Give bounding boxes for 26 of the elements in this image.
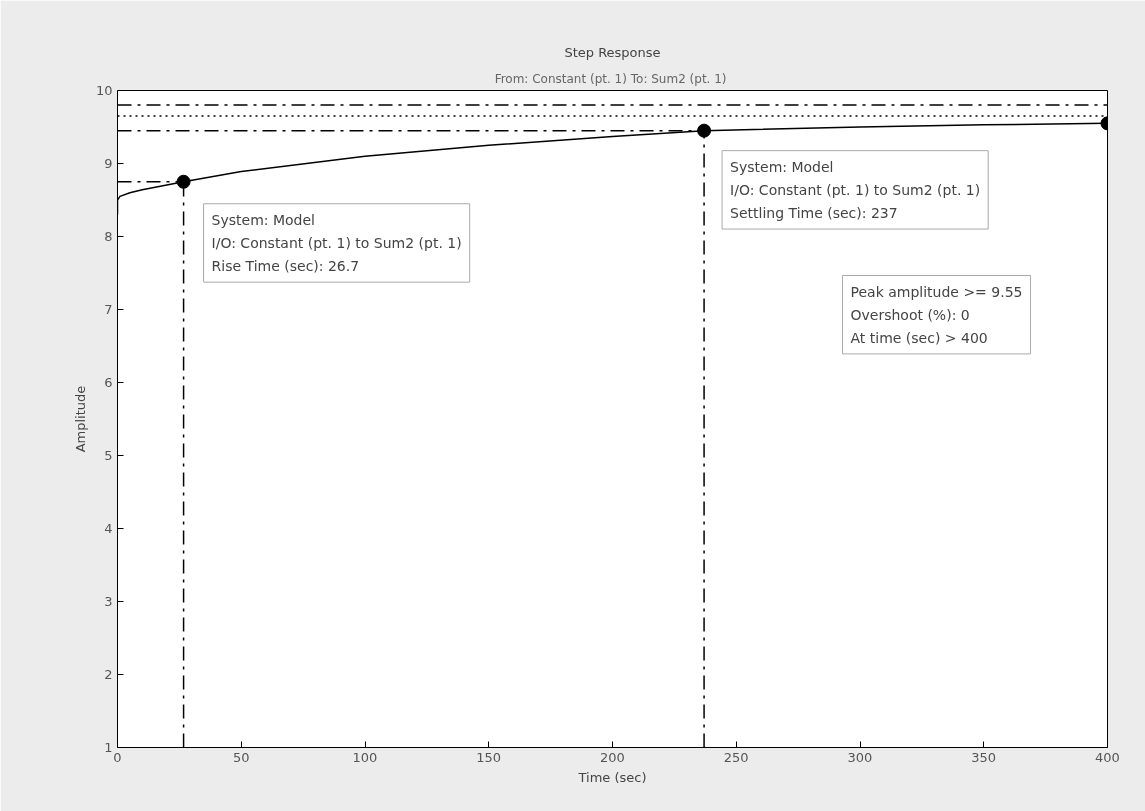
x-tick-label: 300: [847, 749, 873, 765]
x-axis-title: Time (sec): [577, 769, 647, 785]
y-tick-label: 3: [104, 594, 113, 609]
annotation: System: Model I/O: Constant (pt. 1) to Sum2 (pt. 1) Settling Time (sec): 237: [730, 158, 981, 222]
x-tick-label: 200: [600, 749, 625, 765]
y-tick-label: 4: [104, 521, 113, 536]
x-tick-label: 100: [352, 749, 378, 765]
y-tick-label: 8: [104, 229, 113, 244]
annotation: System: Model I/O: Constant (pt. 1) to Sum2 (pt. 1) Rise Time (sec): 26.7: [211, 211, 462, 275]
y-tick-label: 7: [104, 302, 113, 317]
y-tick-label: 2: [104, 667, 113, 682]
y-tick-label: 1: [104, 740, 113, 755]
x-tick-label: 250: [723, 749, 749, 765]
x-tick-label: 0: [113, 749, 122, 765]
chart-title: Step Response: [564, 44, 661, 60]
y-tick-label: 9: [104, 156, 113, 171]
y-tick-label: 6: [104, 375, 113, 390]
y-axis-title: Amplitude: [72, 385, 88, 453]
x-tick-label: 150: [476, 749, 502, 765]
chart-subtitle: From: Constant (pt. 1) To: Sum2 (pt. 1): [494, 71, 727, 86]
x-tick-label: 350: [971, 749, 997, 765]
y-tick-label: 5: [104, 448, 113, 463]
x-tick-label: 400: [1095, 749, 1120, 765]
annotation: Peak amplitude >= 9.55 Overshoot (%): 0 At time (sec) > 400: [850, 283, 1023, 346]
x-tick-label: 50: [232, 749, 250, 765]
y-tick-label: 10: [95, 83, 113, 98]
